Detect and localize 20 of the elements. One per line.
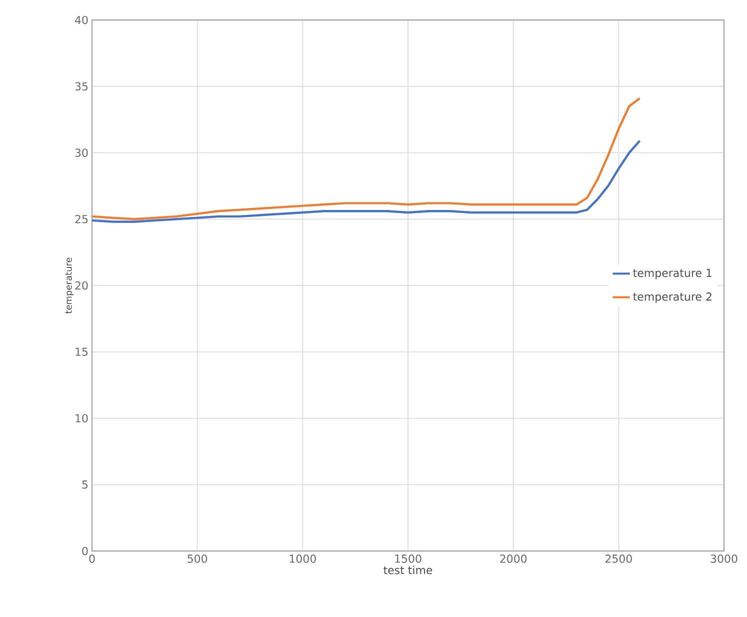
x-axis-title: test time — [384, 566, 432, 574]
x-tick-label: 500 — [188, 554, 208, 563]
y-tick-label: 30 — [75, 148, 88, 157]
y-tick-label: 20 — [75, 281, 88, 290]
y-tick-label: 15 — [76, 348, 88, 356]
y-axis-title: temperature — [65, 258, 74, 314]
x-tick-label: 1500 — [395, 554, 422, 563]
x-tick-label: 3000 — [710, 554, 738, 563]
y-tick-label: 10 — [76, 414, 88, 422]
y-tick-label: 5 — [82, 480, 88, 489]
y-tick-label: 0 — [82, 546, 88, 556]
y-tick-label: 25 — [75, 214, 88, 224]
x-tick-label: 2500 — [605, 554, 632, 563]
x-tick-label: 0 — [89, 554, 95, 563]
legend-label: temperature 1 — [633, 268, 712, 280]
y-tick-label: 40 — [75, 16, 88, 24]
x-tick-label: 1000 — [290, 554, 316, 563]
y-tick-label: 35 — [75, 82, 88, 91]
legend-label: temperature 2 — [633, 292, 712, 303]
x-tick-label: 2000 — [500, 554, 527, 563]
